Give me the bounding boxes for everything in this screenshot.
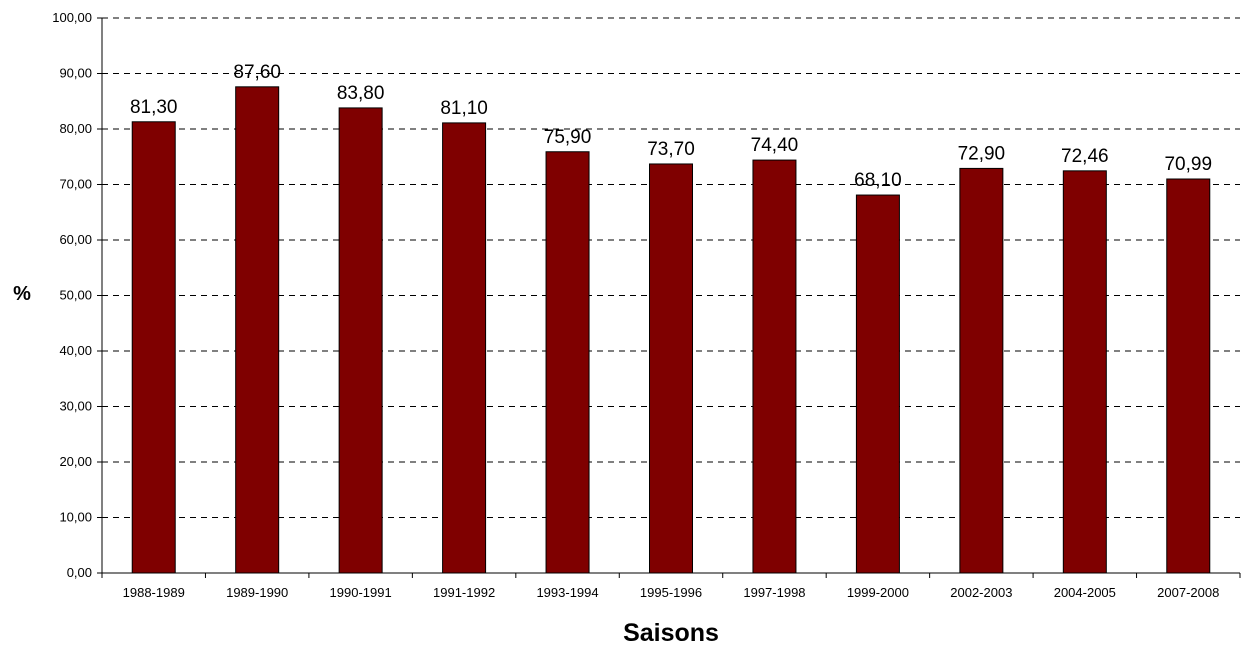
axes [97, 17, 1241, 578]
data-label: 87,60 [233, 62, 281, 83]
y-tick-label: 50,00 [59, 288, 92, 303]
bar [752, 159, 797, 574]
x-tick-label: 1999-2000 [847, 585, 909, 600]
y-tick-label: 80,00 [59, 121, 92, 136]
bar [959, 167, 1004, 574]
tick-labels: 0,00 10,00 20,00 30,00 40,00 50,00 60,00 70,00 8… [52, 10, 1219, 600]
x-tick-label: 1993-1994 [536, 585, 598, 600]
data-label: 72,90 [958, 143, 1006, 164]
bars [131, 86, 1211, 574]
x-tick-label: 2004-2005 [1054, 585, 1116, 600]
data-label: 74,40 [751, 135, 799, 156]
data-label: 73,70 [647, 139, 695, 160]
data-label: 83,80 [337, 83, 385, 104]
y-tick-label: 60,00 [59, 232, 92, 247]
data-label: 81,30 [130, 97, 178, 118]
bar [442, 122, 487, 574]
y-tick-label: 30,00 [59, 399, 92, 414]
gridlines [102, 17, 1240, 518]
x-tick-label: 1995-1996 [640, 585, 702, 600]
bar [131, 121, 176, 574]
bar [1166, 178, 1211, 574]
data-label: 68,10 [854, 170, 902, 191]
y-tick-label: 100,00 [52, 10, 92, 25]
x-tick-label: 1997-1998 [743, 585, 805, 600]
bar [855, 194, 900, 574]
bar [1062, 170, 1107, 574]
y-axis-title: % [13, 283, 31, 305]
bar [235, 86, 280, 574]
data-label: 72,46 [1061, 146, 1109, 167]
bar [338, 107, 383, 574]
bar [649, 163, 693, 574]
y-tick-label: 90,00 [59, 66, 92, 81]
x-tick-label: 1989-1990 [226, 585, 288, 600]
data-label: 81,10 [440, 98, 488, 119]
data-label: 70,99 [1164, 154, 1212, 175]
bar [545, 151, 590, 574]
y-tick-label: 0,00 [67, 565, 92, 580]
y-tick-label: 20,00 [59, 454, 92, 469]
x-tick-label: 1990-1991 [330, 585, 392, 600]
x-tick-label: 2007-2008 [1157, 585, 1219, 600]
x-axis-title: Saisons [623, 619, 719, 647]
y-tick-label: 70,00 [59, 177, 92, 192]
x-tick-label: 2002-2003 [950, 585, 1012, 600]
x-tick-label: 1991-1992 [433, 585, 495, 600]
y-tick-label: 10,00 [59, 510, 92, 525]
data-label: 75,90 [544, 127, 592, 148]
data-labels: 81,30 87,60 83,80 81,10 75,90 73,70 74,40 68,10… [130, 62, 1212, 191]
x-tick-label: 1988-1989 [123, 585, 185, 600]
y-tick-label: 40,00 [59, 343, 92, 358]
